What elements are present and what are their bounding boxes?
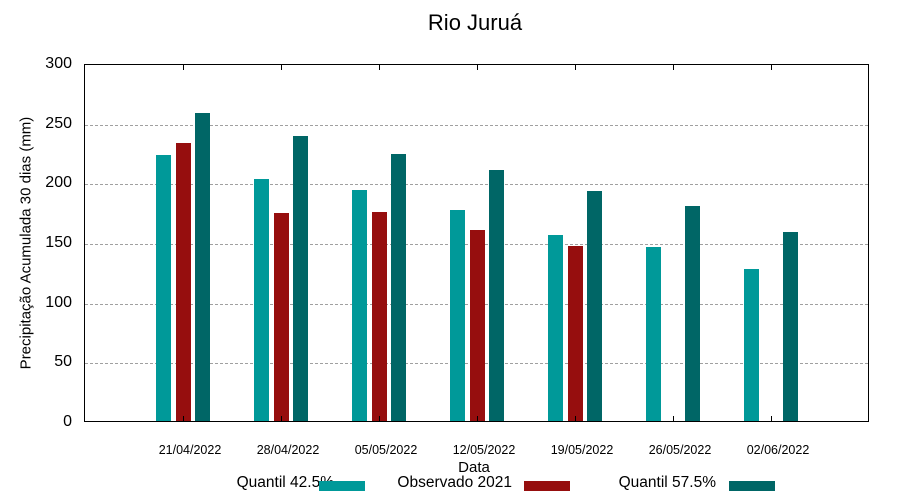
x-tick-mark — [281, 416, 282, 421]
bar-quantil-57-5--2 — [391, 153, 406, 421]
x-tick-mark — [673, 65, 674, 70]
bar-quantil-57-5--6 — [783, 232, 798, 421]
y-tick-label: 150 — [45, 234, 72, 251]
legend-swatch — [319, 481, 365, 491]
bar-observado-2021-4 — [567, 245, 583, 421]
x-tick-mark — [379, 65, 380, 70]
x-tick-mark — [477, 65, 478, 70]
x-tick-mark — [183, 65, 184, 70]
bar-quantil-57-5--5 — [685, 206, 700, 421]
bar-quantil-57-5--3 — [489, 170, 504, 421]
x-tick-mark — [575, 416, 576, 421]
x-tick-label: 02/06/2022 — [746, 443, 810, 457]
y-tick-label: 50 — [54, 353, 72, 371]
bar-quantil-57-5--0 — [195, 113, 210, 421]
legend-label: Observado 2021 — [397, 474, 512, 491]
legend-swatch — [729, 481, 775, 491]
bar-quantil-42-5--4 — [548, 234, 563, 421]
bar-quantil-57-5--1 — [293, 135, 308, 421]
bar-quantil-42-5--5 — [646, 246, 661, 421]
plot-area — [84, 64, 869, 422]
chart-title: Rio Juruá — [427, 10, 523, 35]
x-tick-label: 21/04/2022 — [158, 443, 222, 457]
x-tick-mark — [281, 65, 282, 70]
y-tick-label: 0 — [63, 413, 72, 430]
x-tick-mark — [673, 416, 674, 421]
y-tick-label: 300 — [45, 55, 72, 72]
bar-quantil-42-5--0 — [156, 154, 171, 421]
bar-quantil-57-5--4 — [587, 190, 602, 421]
legend-label: Quantil 42.5% — [236, 474, 334, 491]
x-tick-label: 26/05/2022 — [648, 443, 712, 457]
x-tick-mark — [183, 416, 184, 421]
bar-quantil-42-5--3 — [450, 209, 465, 421]
x-tick-mark — [477, 416, 478, 421]
gridline — [85, 124, 868, 126]
gridline — [85, 184, 868, 186]
bar-quantil-42-5--2 — [352, 189, 367, 421]
y-tick-label: 100 — [45, 293, 72, 311]
x-tick-mark — [771, 65, 772, 70]
legend-swatch — [524, 481, 570, 491]
bar-observado-2021-0 — [175, 142, 191, 421]
y-tick-label: 250 — [45, 114, 72, 132]
legend-label: Quantil 57.5% — [618, 474, 716, 491]
x-tick-label: 05/05/2022 — [354, 443, 418, 457]
x-tick-mark — [379, 416, 380, 421]
x-tick-label: 19/05/2022 — [550, 443, 614, 457]
x-tick-mark — [575, 65, 576, 70]
bar-quantil-42-5--1 — [254, 178, 269, 421]
x-axis-label: Data — [458, 459, 490, 476]
y-tick-label: 200 — [45, 174, 72, 192]
bar-observado-2021-1 — [273, 213, 289, 421]
bar-observado-2021-3 — [469, 230, 485, 421]
bar-observado-2021-2 — [371, 212, 387, 421]
x-tick-mark — [771, 416, 772, 421]
x-tick-label: 12/05/2022 — [452, 443, 516, 457]
x-tick-label: 28/04/2022 — [256, 443, 320, 457]
bar-quantil-42-5--6 — [744, 269, 759, 421]
